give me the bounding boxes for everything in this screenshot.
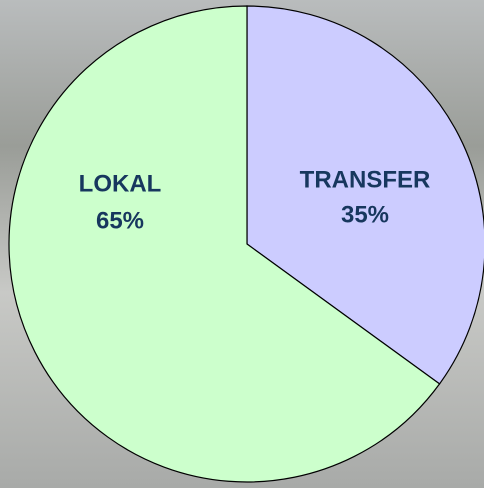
slice-value-label: 35% <box>341 201 389 228</box>
slice-value-label: 65% <box>96 207 144 234</box>
slice-label: LOKAL <box>79 170 162 197</box>
pie-slice <box>246 5 484 385</box>
slice-label: TRANSFER <box>300 166 431 193</box>
pie: TRANSFER 35% LOKAL 65% <box>8 5 484 483</box>
pie-slice <box>8 5 441 483</box>
